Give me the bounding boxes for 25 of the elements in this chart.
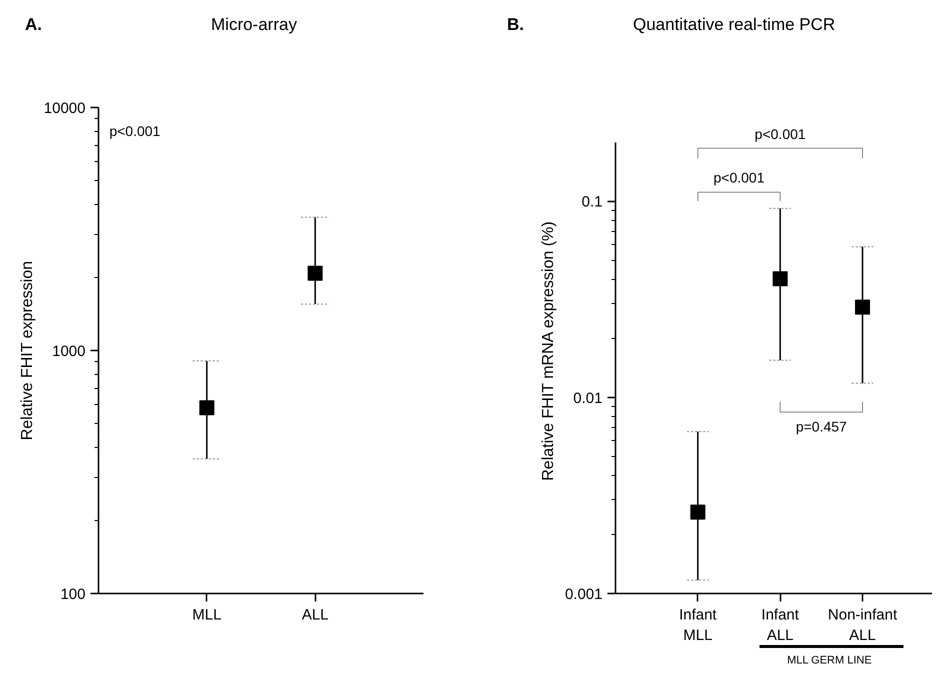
x-tick-label: ALL — [302, 606, 329, 624]
y-axis-title: Relative FHIT expression — [18, 260, 36, 440]
text: MLL GERM LINE — [787, 654, 872, 666]
point — [772, 271, 788, 286]
x-tick-label: MLL — [192, 606, 222, 624]
y-tick-label: 100 — [60, 586, 86, 603]
annotation: p<0.001 — [109, 123, 161, 140]
y-axis-title: Relative FHIT mRNA expression (%) — [540, 221, 557, 481]
chart-title: Micro-array — [211, 14, 297, 36]
y-tick-label: 0.001 — [564, 586, 603, 603]
text: p<0.001 — [754, 126, 806, 142]
text: B. — [507, 14, 524, 36]
text: A. — [25, 14, 42, 36]
point — [690, 504, 706, 520]
y-tick-label: 0.1 — [582, 194, 603, 211]
y-tick-label: 10000 — [44, 100, 86, 117]
x-tick-label: Non-infant ALL — [828, 606, 898, 644]
annotation: p<0.001 — [714, 170, 765, 186]
x-tick-label: Infant ALL — [761, 606, 800, 644]
annotation: p=0.457 — [796, 418, 848, 434]
y-tick-label: 0.01 — [573, 390, 603, 407]
point — [855, 300, 870, 315]
y-tick-label: 1000 — [52, 343, 86, 360]
x-tick-label: Infant MLL — [679, 606, 718, 644]
chart-title: Quantitative real-time PCR — [633, 14, 836, 36]
